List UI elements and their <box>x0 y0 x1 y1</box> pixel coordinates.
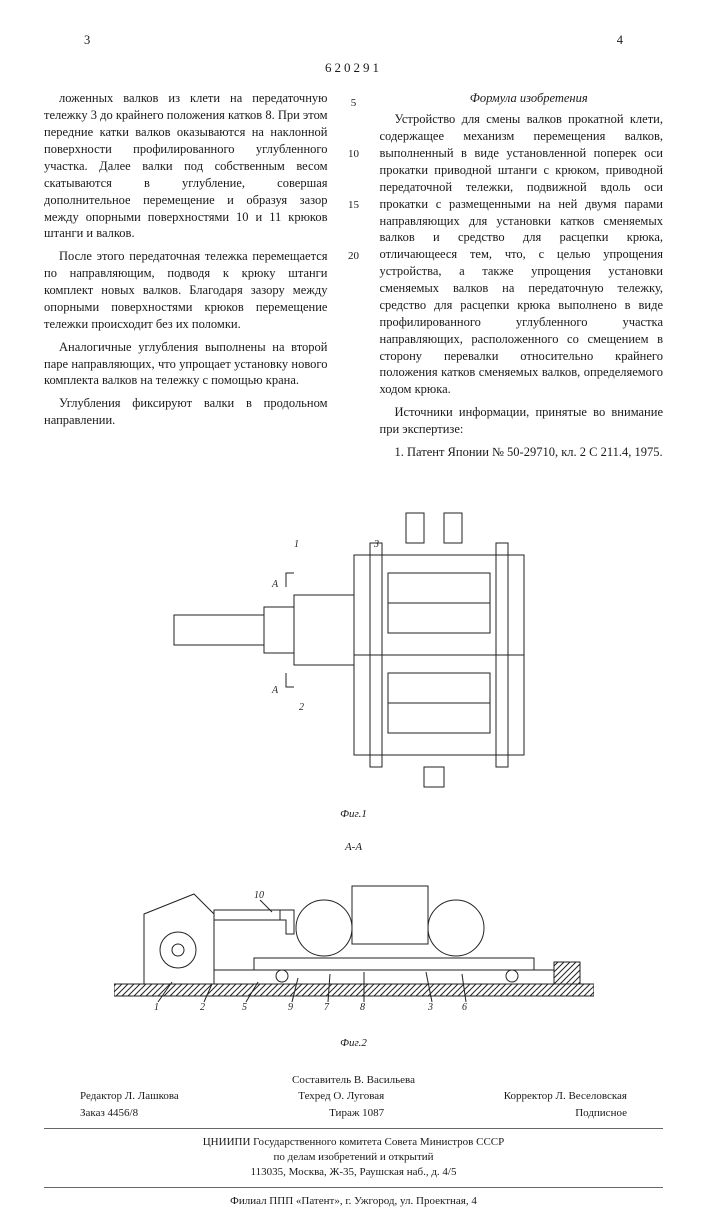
org-line-2: по делам изобретений и открытий <box>44 1150 663 1165</box>
page-number-row: 3 4 <box>84 32 623 49</box>
corrector-credit: Корректор Л. Веселовская <box>504 1089 627 1104</box>
svg-text:3: 3 <box>427 1002 433 1013</box>
svg-text:5: 5 <box>242 1002 247 1013</box>
line-num: 10 <box>348 147 359 162</box>
svg-text:2: 2 <box>200 1002 205 1013</box>
org-address: 113035, Москва, Ж-35, Раушская наб., д. … <box>44 1165 663 1180</box>
left-para-4: Углубления фиксируют валки в продольном … <box>44 395 328 429</box>
text-columns: ложенных валков из клети на передаточную… <box>44 90 663 466</box>
figure-1-caption: Фиг.1 <box>44 807 663 822</box>
compiler-line: Составитель В. Васильева <box>44 1073 663 1088</box>
figure-2: 10 1 2 5 9 7 8 3 6 <box>114 854 594 1024</box>
line-num: 5 <box>351 96 357 111</box>
document-number: 620291 <box>44 59 663 77</box>
imprint-footer: Составитель В. Васильева Редактор Л. Лаш… <box>44 1073 663 1209</box>
svg-text:A: A <box>271 685 279 696</box>
right-para-3: 1. Патент Японии № 50-29710, кл. 2 С 211… <box>380 444 664 461</box>
org-line-1: ЦНИИПИ Государственного комитета Совета … <box>44 1135 663 1150</box>
left-para-3: Аналогичные углубления выполнены на втор… <box>44 339 328 390</box>
svg-text:6: 6 <box>462 1002 467 1013</box>
svg-text:1: 1 <box>154 1002 159 1013</box>
svg-text:7: 7 <box>324 1002 330 1013</box>
svg-text:9: 9 <box>288 1002 293 1013</box>
formula-heading: Формула изобретения <box>380 90 664 107</box>
left-column: ложенных валков из клети на передаточную… <box>44 90 328 466</box>
printer-line: Филиал ППП «Патент», г. Ужгород, ул. Про… <box>44 1194 663 1209</box>
svg-text:A: A <box>271 579 279 590</box>
page-number-left: 3 <box>84 32 90 49</box>
line-num: 20 <box>348 249 359 264</box>
left-para-1: ложенных валков из клети на передаточную… <box>44 90 328 242</box>
line-num: 15 <box>348 198 359 213</box>
order-number: Заказ 4456/8 <box>80 1106 138 1121</box>
svg-text:3: 3 <box>373 539 379 550</box>
figures-block: 1 3 A A 2 Фиг.1 А-А 10 1 2 <box>44 495 663 1052</box>
tirage: Тираж 1087 <box>329 1106 384 1121</box>
svg-text:2: 2 <box>299 702 304 713</box>
left-para-2: После этого передаточная тележка перемещ… <box>44 248 328 332</box>
figure-2-section-label: А-А <box>44 840 663 855</box>
subscription: Подписное <box>575 1106 627 1121</box>
svg-text:8: 8 <box>360 1002 365 1013</box>
figure-2-caption: Фиг.2 <box>44 1036 663 1051</box>
techred-credit: Техред О. Луговая <box>298 1089 384 1104</box>
svg-text:1: 1 <box>294 539 299 550</box>
right-para-2: Источники информации, принятые во вниман… <box>380 404 664 438</box>
right-column: Формула изобретения Устройство для смены… <box>380 90 664 466</box>
svg-text:10: 10 <box>254 890 264 901</box>
line-number-gutter: 5 10 15 20 <box>346 90 362 466</box>
figure-1: 1 3 A A 2 <box>144 495 564 795</box>
right-para-1: Устройство для смены валков прокатной кл… <box>380 111 664 398</box>
page-number-right: 4 <box>617 32 623 49</box>
editor-credit: Редактор Л. Лашкова <box>80 1089 179 1104</box>
